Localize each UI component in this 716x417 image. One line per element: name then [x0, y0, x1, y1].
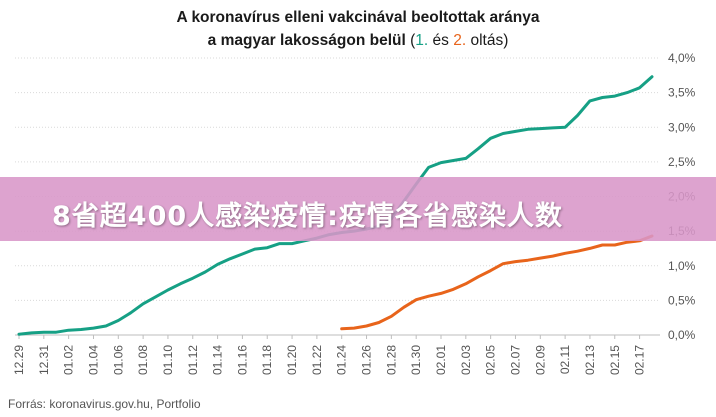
overlay-banner-text: 8省超400人感染疫情:疫情各省感染人数 [52, 201, 563, 232]
y-tick-label: 4,0% [668, 51, 696, 65]
title-line-2: a magyar lakosságon belül (1. és 2. oltá… [0, 29, 716, 52]
x-tick-label: 01.26 [360, 345, 374, 375]
x-tick-label: 02.03 [459, 345, 473, 375]
x-tick-label: 02.07 [508, 345, 522, 375]
title-suffix: oltás) [470, 32, 509, 49]
title-line-1: A koronavírus elleni vakcinával beoltott… [176, 9, 540, 26]
x-tick-label: 02.05 [484, 345, 498, 375]
title-and-word: és [432, 32, 449, 49]
y-tick-label: 2,5% [668, 155, 696, 169]
x-tick-label: 01.12 [186, 345, 200, 375]
x-tick-label: 01.16 [235, 345, 249, 375]
x-tick-label: 02.13 [583, 345, 597, 375]
y-tick-label: 3,0% [668, 120, 696, 134]
x-tick-label: 01.10 [161, 345, 175, 375]
title-line-2-prefix: a magyar lakosságon belül [207, 32, 406, 49]
x-tick-label: 01.20 [285, 345, 299, 375]
overlay-banner [0, 177, 716, 241]
chart-title: A koronavírus elleni vakcinával beoltott… [0, 6, 716, 52]
x-tick-label: 12.29 [12, 345, 26, 375]
x-tick-label: 02.09 [533, 345, 547, 375]
title-paren-open: ( [410, 32, 416, 49]
y-tick-label: 0,5% [668, 293, 696, 307]
x-tick-label: 02.11 [558, 345, 572, 374]
y-tick-label: 3,5% [668, 86, 696, 100]
x-tick-label: 02.17 [633, 345, 647, 375]
x-tick-label: 01.28 [384, 345, 398, 375]
source-note: Forrás: koronavirus.gov.hu, Portfolio [8, 397, 201, 411]
title-second-dose-label: 2. [453, 32, 467, 49]
x-tick-label: 01.22 [310, 345, 324, 375]
x-tick-label: 01.04 [86, 345, 100, 375]
x-tick-label: 12.31 [37, 345, 51, 375]
x-tick-label: 01.14 [211, 345, 225, 375]
x-tick-label: 01.18 [260, 345, 274, 375]
y-tick-label: 1,0% [668, 259, 696, 273]
x-tick-label: 01.06 [111, 345, 125, 375]
x-tick-label: 01.30 [409, 345, 423, 375]
title-first-dose-label: 1. [415, 32, 429, 49]
x-tick-label: 02.01 [434, 345, 448, 375]
x-tick-label: 02.15 [608, 345, 622, 375]
second-dose-line [340, 234, 654, 331]
x-tick-label: 01.08 [136, 345, 150, 375]
x-tick-label: 01.24 [335, 345, 349, 375]
y-tick-label: 0,0% [668, 328, 696, 342]
x-tick-label: 01.02 [62, 345, 76, 375]
